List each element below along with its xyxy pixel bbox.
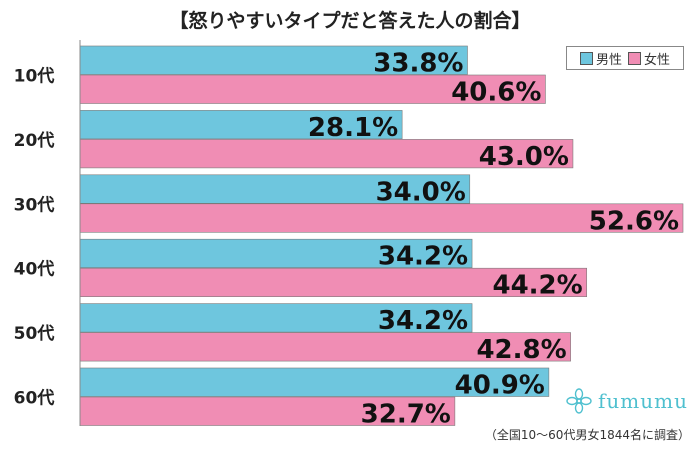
category-label: 40代: [14, 259, 55, 280]
bar-female: [79, 396, 456, 426]
value-label-male: 34.2%: [378, 242, 468, 272]
legend: 男性 女性: [566, 46, 684, 70]
value-label-female: 52.6%: [589, 206, 679, 236]
logo-text: fumumu: [598, 389, 688, 413]
bar-female: [79, 139, 574, 169]
category-label: 50代: [14, 323, 55, 344]
legend-item-female: 女性: [628, 49, 670, 68]
legend-label-female: 女性: [644, 52, 671, 68]
value-label-female: 32.7%: [361, 400, 451, 430]
bar-female: [79, 267, 588, 298]
value-label-female: 43.0%: [479, 142, 569, 172]
legend-swatch-male: [579, 51, 593, 65]
category-label: 60代: [14, 388, 55, 409]
bar-male: [79, 367, 550, 397]
bar-female: [79, 332, 571, 362]
value-label-male: 40.9%: [455, 371, 545, 401]
legend-swatch-female: [628, 51, 641, 65]
footnote: （全国10～60代男女1844名に調査）: [484, 428, 690, 442]
fumumu-logo: fumumu: [566, 388, 688, 414]
category-label: 30代: [14, 194, 55, 215]
bar-female: [79, 203, 684, 233]
bar-male: [79, 303, 473, 333]
category-label: 20代: [14, 130, 55, 151]
value-label-male: 34.0%: [376, 177, 466, 207]
value-label-male: 28.1%: [308, 113, 398, 143]
value-label-male: 33.8%: [373, 49, 463, 79]
value-label-female: 40.6%: [451, 78, 541, 108]
legend-item-male: 男性: [579, 49, 622, 68]
category-label: 10代: [14, 66, 55, 87]
bar-male: [79, 45, 468, 75]
legend-label-male: 男性: [595, 52, 622, 68]
value-label-male: 34.2%: [378, 306, 468, 336]
bar-male: [79, 174, 471, 204]
flower-icon: [566, 388, 592, 414]
chart-title: 【怒りやすいタイプだと答えた人の割合】: [169, 10, 531, 32]
value-label-female: 42.8%: [476, 335, 566, 365]
bar-male: [79, 238, 473, 268]
value-label-female: 44.2%: [493, 271, 583, 301]
